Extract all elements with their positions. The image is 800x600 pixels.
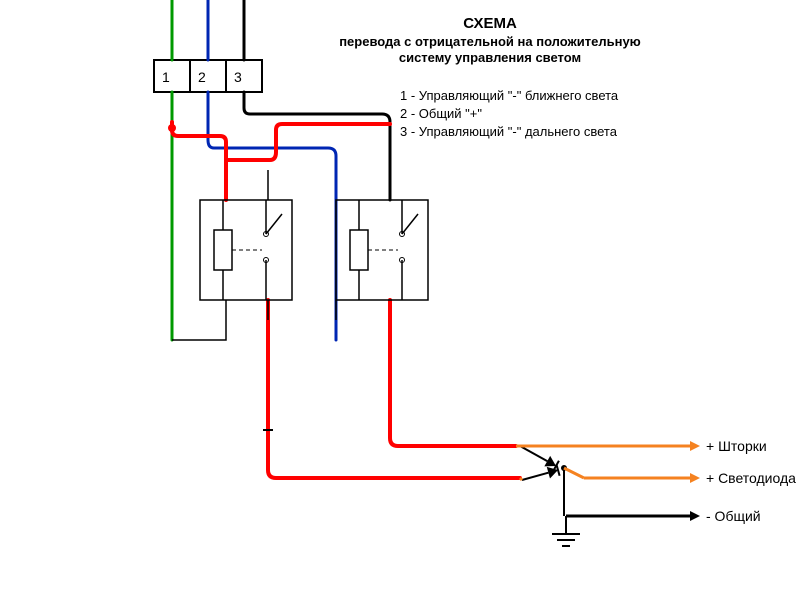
title-main: СХЕМА [463, 15, 517, 32]
ground-icon [552, 516, 580, 546]
title-block: СХЕМА перевода с отрицательной на положит… [339, 15, 641, 65]
legend-line: 2 - Общий "+" [400, 106, 482, 121]
arrow-icon [690, 441, 700, 451]
relay-coil-icon [350, 230, 368, 270]
arrow-icon [690, 473, 700, 483]
relay-leads [172, 170, 390, 340]
output-label-common: - Общий [706, 508, 761, 524]
wire-black [244, 0, 390, 200]
relay-2 [336, 200, 428, 300]
relay-1 [200, 200, 292, 300]
relay-contact-icon [402, 214, 418, 234]
title-line3: систему управления светом [399, 50, 581, 65]
relay-contact-icon [266, 214, 282, 234]
relay-coil-icon [214, 230, 232, 270]
output-label-2: + Светодиода [706, 470, 796, 486]
output-label-1: + Шторки [706, 438, 767, 454]
terminal-label: 2 [198, 69, 206, 85]
terminal-label: 1 [162, 69, 170, 85]
legend-line: 1 - Управляющий "-" ближнего света [400, 88, 619, 103]
terminal-connector: 1 2 3 [154, 60, 262, 92]
legend-line: 3 - Управляющий "-" дальнего света [400, 124, 618, 139]
arrow-icon [690, 511, 700, 521]
title-line2: перевода с отрицательной на положительну… [339, 34, 641, 49]
junction-dot [168, 124, 176, 132]
terminal-label: 3 [234, 69, 242, 85]
diode-icon [547, 467, 558, 479]
